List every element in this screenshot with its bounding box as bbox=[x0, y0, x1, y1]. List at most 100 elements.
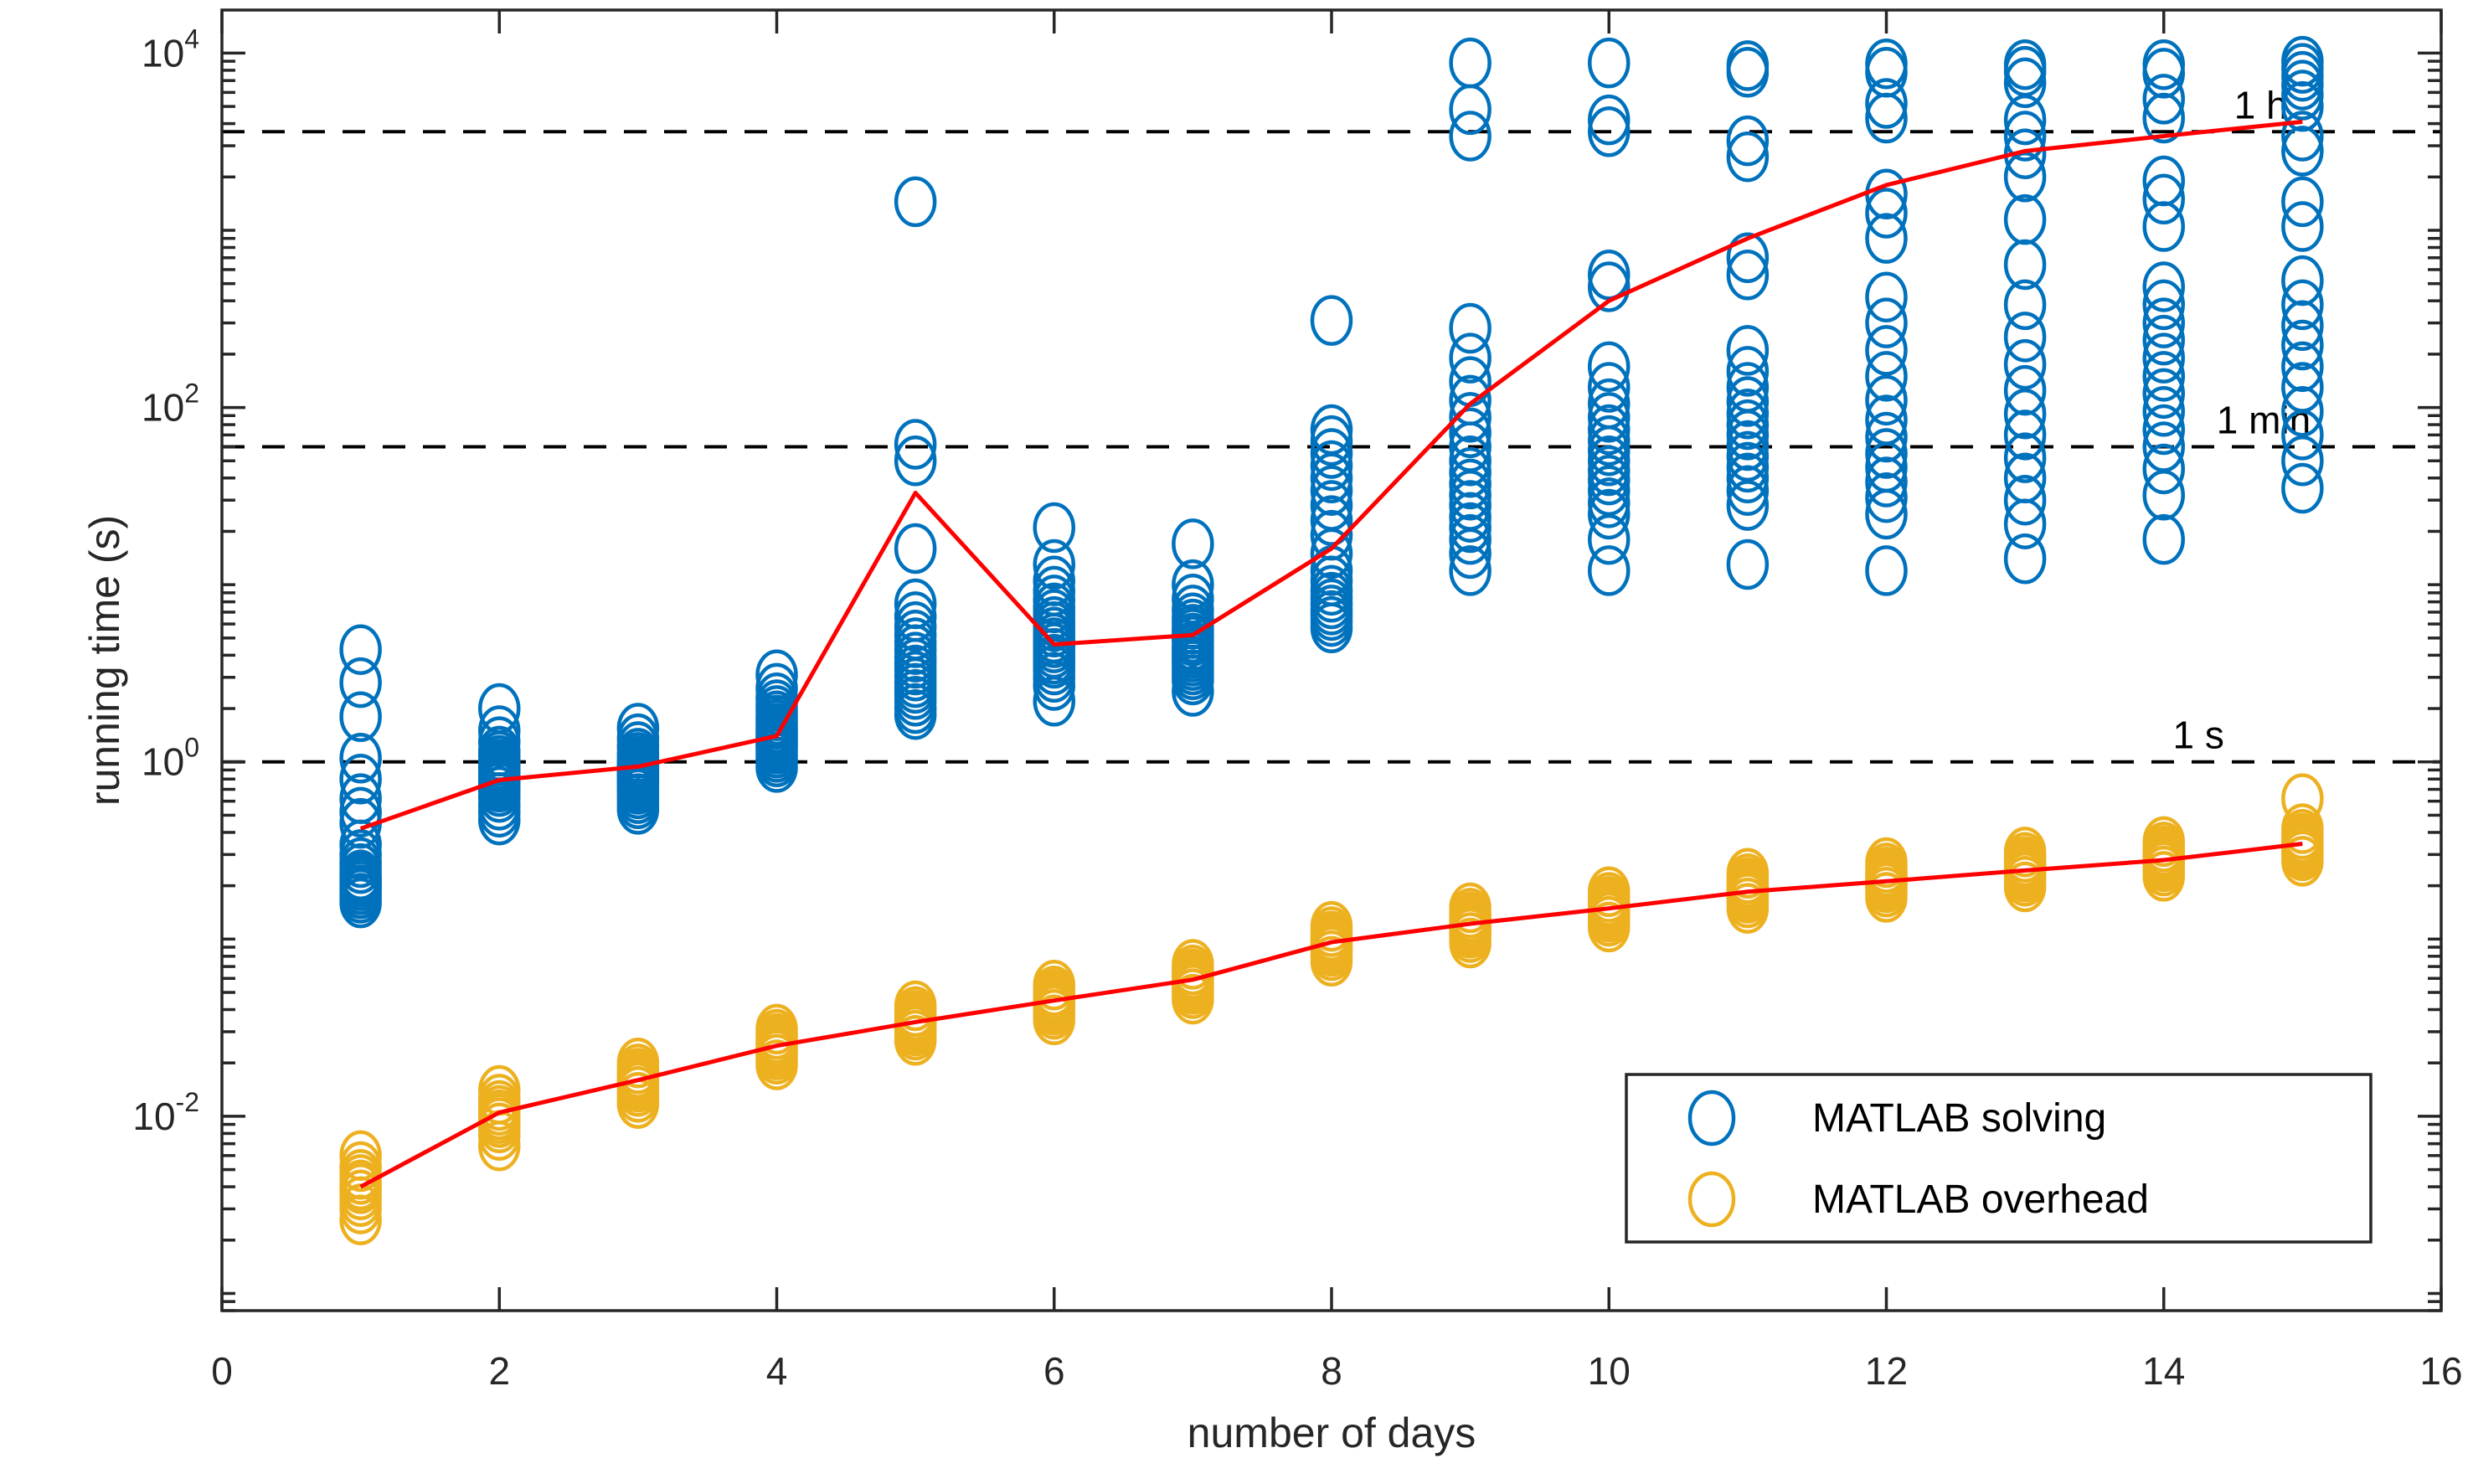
data-point-marker bbox=[1588, 513, 1631, 565]
data-point-marker bbox=[2003, 152, 2047, 203]
data-point-marker bbox=[2142, 351, 2185, 402]
data-point-marker bbox=[339, 786, 382, 838]
data-point-marker bbox=[1726, 232, 1770, 284]
data-point-marker bbox=[1726, 465, 1770, 516]
x-tick-label: 6 bbox=[1043, 1349, 1065, 1393]
x-tick-label: 16 bbox=[2419, 1349, 2462, 1393]
legend-marker-overhead bbox=[1687, 1171, 1736, 1228]
data-point-marker bbox=[339, 753, 382, 805]
data-point-marker bbox=[339, 1194, 382, 1245]
data-point-marker bbox=[1033, 538, 1075, 590]
data-point-marker bbox=[1310, 415, 1353, 466]
data-point-marker bbox=[1865, 872, 1908, 923]
y-tick-label: 10-2 bbox=[132, 1087, 199, 1138]
data-point-marker bbox=[1588, 465, 1631, 516]
data-point-marker bbox=[1726, 46, 1770, 98]
data-point-marker bbox=[2281, 279, 2324, 331]
data-point-marker bbox=[2281, 201, 2324, 252]
data-point-marker bbox=[339, 624, 382, 675]
reference-label: 1 s bbox=[2172, 714, 2223, 757]
data-point-marker bbox=[616, 784, 660, 835]
x-axis-label: number of days bbox=[1188, 1409, 1476, 1456]
data-point-marker bbox=[1865, 78, 1908, 129]
legend-box bbox=[1625, 1073, 2373, 1244]
data-point-marker bbox=[1726, 115, 1770, 167]
data-point-marker bbox=[894, 419, 937, 470]
data-point-marker bbox=[1310, 428, 1353, 479]
data-point-marker bbox=[2281, 80, 2324, 132]
data-point-marker bbox=[2142, 368, 2185, 420]
data-point-marker bbox=[1172, 518, 1214, 569]
series-overhead bbox=[339, 773, 2324, 1245]
data-point-marker bbox=[2142, 279, 2185, 331]
data-point-marker bbox=[1865, 325, 1908, 376]
data-point-marker bbox=[1310, 465, 1353, 516]
data-point-marker bbox=[1726, 250, 1770, 301]
data-point-marker bbox=[2281, 462, 2324, 514]
data-point-marker bbox=[2142, 297, 2185, 348]
data-point-marker bbox=[894, 523, 937, 575]
data-point-marker bbox=[1449, 502, 1492, 554]
data-point-marker bbox=[2142, 173, 2185, 224]
data-point-marker bbox=[2281, 111, 2324, 162]
data-point-marker bbox=[1726, 420, 1770, 471]
data-point-marker bbox=[1449, 513, 1492, 565]
x-tick-label: 14 bbox=[2142, 1349, 2185, 1393]
data-point-marker bbox=[1033, 994, 1075, 1046]
x-tick-label: 10 bbox=[1588, 1349, 1631, 1393]
data-point-marker bbox=[339, 733, 382, 784]
data-point-marker bbox=[1588, 250, 1631, 301]
data-point-marker bbox=[894, 688, 937, 740]
data-point-marker bbox=[2281, 255, 2324, 307]
data-point-marker bbox=[2281, 410, 2324, 461]
data-point-marker bbox=[1726, 480, 1770, 531]
data-point-marker bbox=[1449, 528, 1492, 580]
data-point-marker bbox=[2003, 239, 2047, 291]
data-point-marker bbox=[1726, 430, 1770, 482]
data-point-marker bbox=[2003, 279, 2047, 331]
data-point-marker bbox=[1033, 676, 1075, 727]
data-point-marker bbox=[2281, 300, 2324, 351]
data-point-marker bbox=[2003, 111, 2047, 162]
data-point-marker bbox=[1865, 271, 1908, 322]
data-point-marker bbox=[2142, 261, 2185, 312]
data-point-marker bbox=[1449, 407, 1492, 459]
data-point-marker bbox=[1865, 456, 1908, 508]
data-point-marker bbox=[2003, 432, 2047, 483]
data-point-marker bbox=[2142, 386, 2185, 437]
data-point-marker bbox=[894, 435, 937, 487]
data-point-marker bbox=[2142, 851, 2185, 902]
data-point-marker bbox=[1726, 325, 1770, 376]
data-point-marker bbox=[1449, 917, 1492, 969]
data-point-marker bbox=[1033, 502, 1075, 554]
data-point-marker bbox=[1310, 495, 1353, 546]
data-point-marker bbox=[1449, 332, 1492, 384]
legend-marker-solving bbox=[1687, 1090, 1736, 1146]
data-point-marker bbox=[1588, 392, 1631, 443]
data-point-marker bbox=[2281, 341, 2324, 393]
y-tick-label: 102 bbox=[142, 379, 199, 430]
data-point-marker bbox=[1865, 351, 1908, 402]
data-point-marker bbox=[2003, 533, 2047, 585]
data-point-marker bbox=[1865, 488, 1908, 540]
data-point-marker bbox=[755, 742, 798, 793]
data-point-marker bbox=[1449, 111, 1492, 162]
data-point-marker bbox=[2003, 861, 2047, 913]
x-tick-label: 0 bbox=[211, 1349, 233, 1393]
data-point-marker bbox=[1172, 973, 1214, 1025]
data-point-marker bbox=[1310, 602, 1353, 654]
data-point-marker bbox=[2003, 474, 2047, 526]
x-tick-label: 4 bbox=[766, 1349, 788, 1393]
data-point-marker bbox=[1449, 446, 1492, 498]
data-point-marker bbox=[1865, 188, 1908, 239]
data-point-marker bbox=[1588, 341, 1631, 393]
data-point-marker bbox=[2281, 70, 2324, 121]
data-point-marker bbox=[1588, 106, 1631, 157]
data-point-marker bbox=[1449, 545, 1492, 596]
data-point-marker bbox=[2281, 435, 2324, 487]
data-point-marker bbox=[339, 657, 382, 709]
y-axis-label: running time (s) bbox=[81, 515, 128, 806]
data-point-marker bbox=[1310, 935, 1353, 987]
data-point-marker bbox=[1033, 660, 1075, 711]
data-point-marker bbox=[2281, 836, 2324, 887]
